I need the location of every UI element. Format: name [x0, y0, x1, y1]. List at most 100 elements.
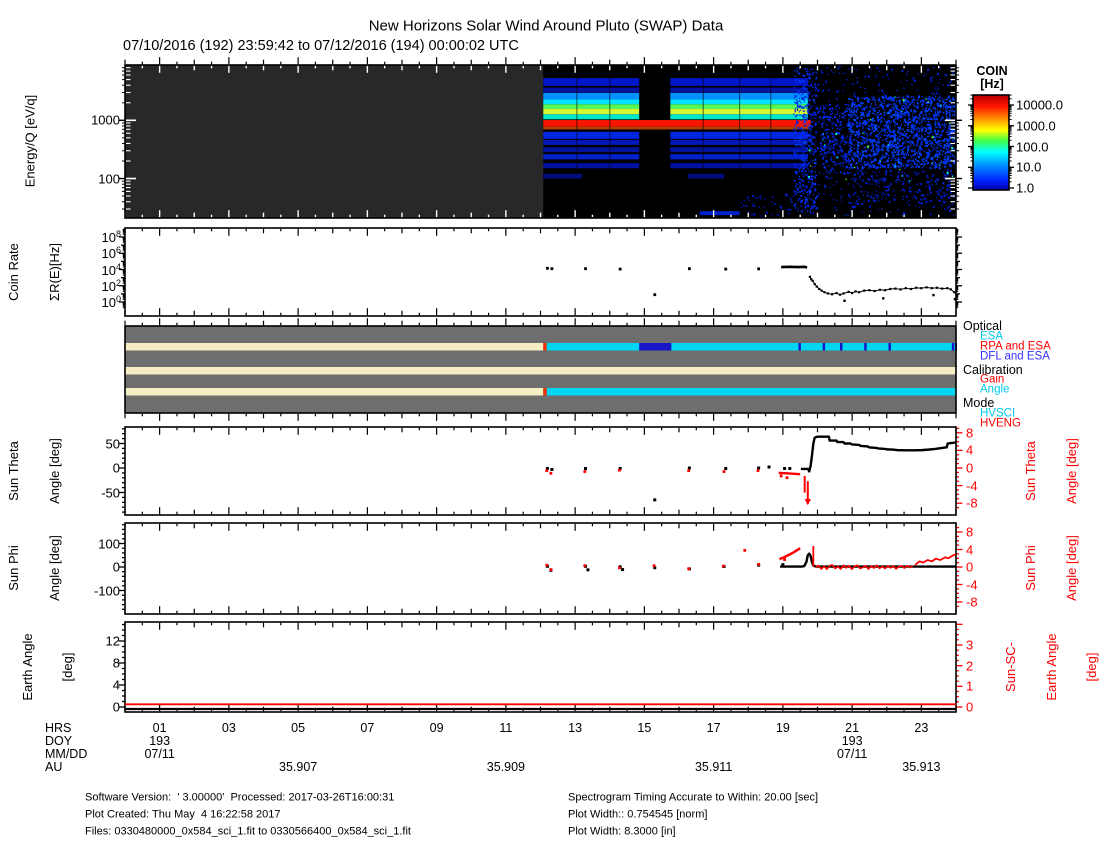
phi-axis-title-right: Sun Phi Angle [deg] — [1023, 535, 1079, 601]
earth-right-tick: 3 — [966, 637, 974, 653]
hour-label: 23 — [914, 720, 929, 735]
hour-label: 15 — [637, 720, 652, 735]
footer-plot-created: Plot Created: Thu May 4 16:22:58 2017 — [85, 808, 281, 821]
phi-panel — [118, 522, 963, 615]
au-label: 35.911 — [694, 759, 733, 774]
energy-axis-title: Energy/Q [eV/q] — [22, 94, 38, 188]
mmdd-label: 07/11 — [144, 746, 175, 761]
colorbar-tick-label: 1000.0 — [1016, 118, 1056, 134]
au-label: 35.913 — [902, 759, 941, 774]
hour-label: 21 — [845, 720, 860, 735]
subtitle-timerange: 07/10/2016 (192) 23:59:42 to 07/12/2016 … — [123, 37, 519, 54]
phi-right-tick: 4 — [966, 542, 974, 557]
earth-left-tick: 0 — [112, 699, 120, 715]
coin-tick-label: 104 — [101, 261, 121, 278]
theta-axis-title-right: Sun Theta Angle [deg] — [1023, 438, 1079, 504]
theta-left-tick: -50 — [101, 485, 120, 500]
coin-tick-label: 100 — [101, 293, 121, 311]
coin-tick-label: 102 — [101, 277, 121, 294]
legend-item: DFL and ESA — [980, 349, 1050, 362]
hour-label: 01 — [152, 720, 167, 735]
au-label: 35.907 — [279, 759, 318, 774]
phi-series — [545, 546, 956, 572]
hour-label: 11 — [499, 720, 513, 735]
coin-tick-label: 106 — [101, 245, 121, 262]
legend-group-title: Optical — [963, 318, 1002, 333]
earth-right-tick: 0 — [966, 699, 974, 715]
doy-label: 193 — [149, 733, 171, 748]
spectrogram-ticks — [119, 57, 962, 219]
page-title: New Horizons Solar Wind Around Pluto (SW… — [368, 17, 724, 35]
hour-label: 05 — [291, 720, 306, 735]
legend-item: HVSCI — [980, 406, 1016, 419]
row-label-hrs: HRS — [45, 720, 72, 735]
footer-software-version: Software Version: ' 3.00000' Processed: … — [85, 791, 395, 804]
legend-item: RPA and ESA — [980, 339, 1051, 352]
energy-tick-label: 1000 — [91, 112, 120, 128]
theta-series — [545, 435, 956, 506]
legend-item: Gain — [980, 373, 1005, 386]
hour-label: 19 — [775, 720, 790, 735]
status-stripes — [124, 318, 957, 421]
coin-panel — [119, 227, 962, 317]
mmdd-label: 07/11 — [836, 746, 868, 761]
phi-right-tick: -8 — [966, 594, 978, 610]
phi-right-tick: -4 — [966, 577, 978, 592]
legend-item: Angle — [980, 383, 1010, 396]
doy-label: 193 — [841, 733, 863, 748]
theta-right-tick: -4 — [966, 478, 978, 494]
earth-left-tick: 4 — [112, 677, 120, 693]
colorbar-title: COIN — [976, 63, 1008, 78]
footer-plot-width-in: Plot Width: 8.3000 [in] — [568, 825, 676, 838]
au-label: 35.909 — [486, 759, 525, 774]
phi-right-tick: 8 — [966, 524, 974, 540]
earth-right-tick: 2 — [966, 658, 974, 674]
footer-files: Files: 0330480000_0x584_sci_1.fit to 033… — [85, 825, 411, 838]
colorbar-tick-label: 10.0 — [1016, 159, 1042, 175]
theta-right-tick: 4 — [966, 442, 974, 458]
theta-axis-title: Sun Theta Angle [deg] — [6, 438, 62, 504]
earth-panel — [118, 621, 963, 713]
legend-item: HVENG — [980, 416, 1021, 429]
row-label-doy: DOY — [45, 733, 73, 748]
theta-right-tick: 0 — [966, 460, 974, 476]
phi-axis-title: Sun Phi Angle [deg] — [6, 535, 62, 601]
earth-left-tick: 12 — [105, 633, 120, 649]
theta-panel — [118, 426, 963, 516]
coin-axis-title: Coin Rate ΣR(E)[Hz] — [6, 243, 62, 301]
hour-label: 07 — [360, 720, 375, 735]
coin-series — [546, 265, 956, 302]
phi-left-tick: 100 — [98, 536, 120, 551]
row-label-au: AU — [45, 759, 63, 774]
phi-left-tick: 0 — [112, 559, 120, 575]
earth-right-tick: 1 — [966, 678, 974, 694]
colorbar-units: [Hz] — [980, 76, 1004, 91]
colorbar-tick-label: 100.0 — [1016, 139, 1049, 154]
spectrogram-noise — [740, 65, 956, 217]
row-label-mmdd: MM/DD — [45, 746, 88, 761]
earth-series — [125, 703, 956, 711]
legend-item: ESA — [980, 329, 1004, 342]
earth-axis-title-right: Sun-SC- Earth Angle [deg] — [1002, 633, 1099, 701]
phi-left-tick: -100 — [93, 583, 120, 598]
phi-right-tick: 0 — [966, 559, 974, 575]
footer-timing: Spectrogram Timing Accurate to Within: 2… — [568, 791, 819, 804]
theta-right-tick: -8 — [966, 495, 978, 511]
hour-label: 17 — [706, 720, 721, 735]
colorbar-tick-label: 10000.0 — [1016, 97, 1063, 113]
legend-group-title: Mode — [963, 395, 995, 410]
theta-left-tick: 0 — [112, 460, 120, 476]
energy-tick-label: 100 — [98, 171, 120, 187]
hour-label: 03 — [221, 720, 236, 735]
legend-group-title: Calibration — [963, 362, 1023, 377]
hour-label: 09 — [429, 720, 444, 735]
earth-left-tick: 8 — [112, 655, 120, 671]
colorbar — [968, 94, 1014, 191]
colorbar-tick-label: 1.0 — [1016, 180, 1035, 196]
spectrogram-bands — [543, 78, 811, 216]
coin-tick-label: 108 — [101, 228, 121, 246]
hour-label: 13 — [568, 720, 583, 735]
footer-plot-width-norm: Plot Width:: 0.754545 [norm] — [568, 808, 708, 821]
